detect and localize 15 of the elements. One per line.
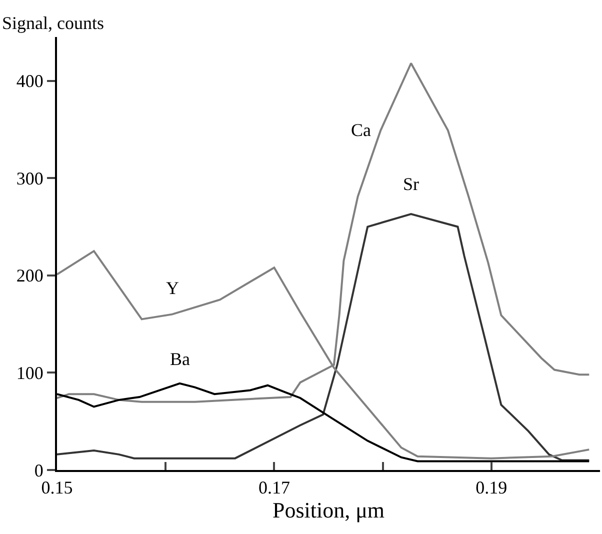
x-tick-label: 0.17: [258, 478, 290, 498]
y-axis-title: Signal, counts: [2, 13, 104, 33]
series-label: Ca: [351, 120, 372, 140]
y-tick-label: 200: [16, 266, 44, 286]
x-tick-label: 0.15: [41, 478, 73, 498]
series-label: Ba: [170, 349, 190, 369]
series-label: Y: [166, 278, 179, 298]
y-tick-label: 100: [16, 363, 44, 383]
y-tick-label: 300: [16, 168, 44, 188]
y-tick-label: 0: [34, 460, 44, 480]
x-axis-title: Position, μm: [272, 498, 385, 523]
series-label: Sr: [403, 174, 420, 194]
x-tick-label: 0.19: [476, 478, 508, 498]
line-series: [57, 213, 590, 462]
y-tick-label: 400: [16, 71, 44, 92]
